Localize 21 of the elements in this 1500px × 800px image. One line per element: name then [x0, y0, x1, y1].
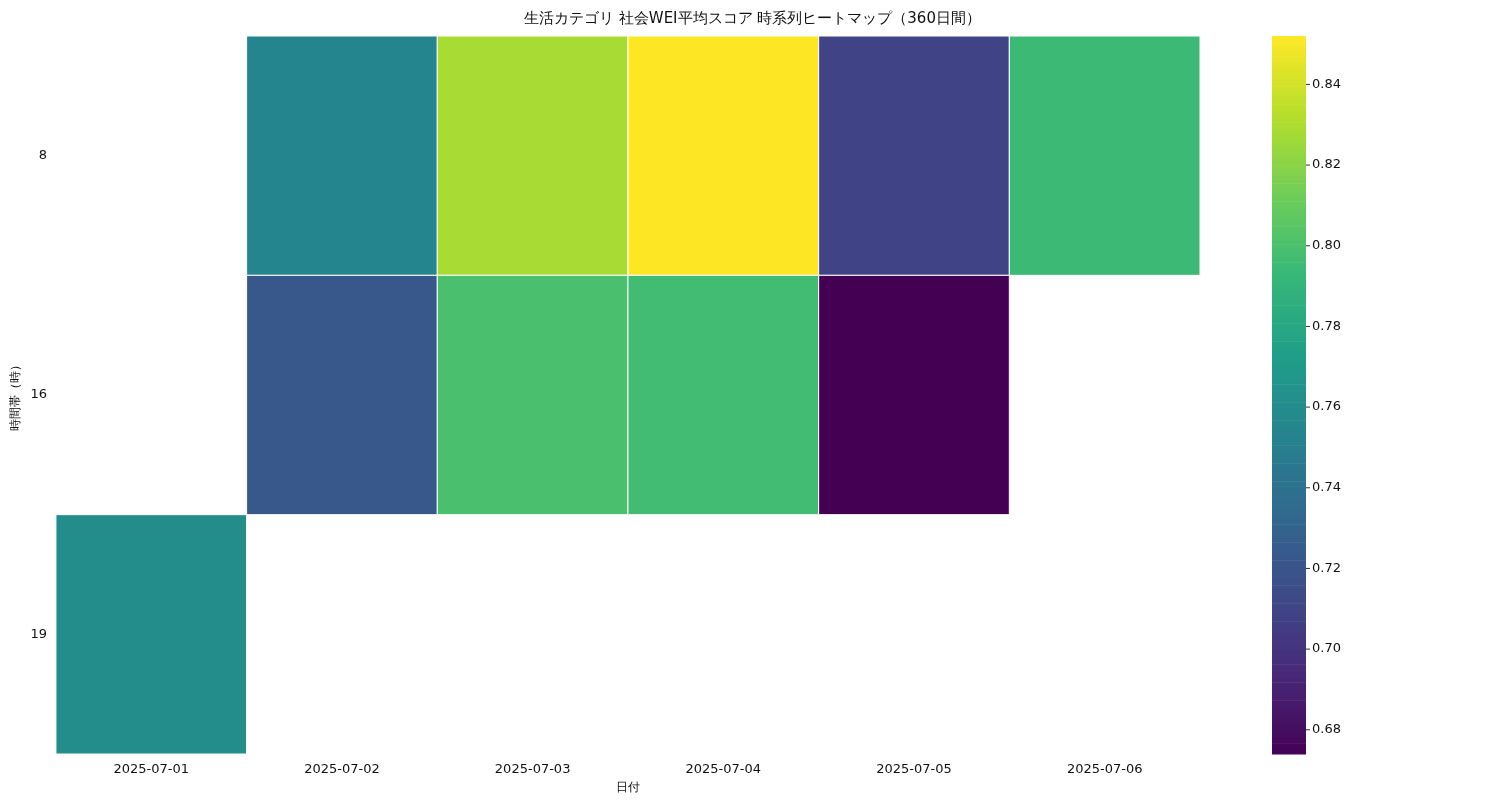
x-tick-label: 2025-07-06 [1066, 761, 1143, 777]
y-tick-label: 8 [38, 147, 47, 163]
x-tick-label: 2025-07-04 [685, 761, 762, 777]
color-bar-label: 0.84 [1312, 75, 1341, 91]
y-tick-label: 19 [30, 625, 47, 641]
x-tick-label: 2025-07-03 [494, 761, 571, 777]
color-bar-label: 0.68 [1312, 721, 1341, 737]
color-bar-label: 0.70 [1312, 640, 1341, 656]
y-tick-label: 16 [30, 386, 47, 402]
x-tick-label: 2025-07-01 [113, 761, 190, 777]
color-bar-label: 0.80 [1312, 237, 1341, 253]
x-tick-label: 2025-07-05 [876, 761, 952, 777]
color-bar-label: 0.78 [1312, 317, 1341, 333]
color-bar-label: 0.74 [1312, 479, 1341, 495]
color-bar-label: 0.72 [1312, 559, 1341, 575]
chart-title: 生活カテゴリ 社会WEI平均スコア 時系列ヒートマップ（360日間） [524, 8, 981, 27]
color-bar-label: 0.82 [1312, 156, 1341, 172]
color-bar-label: 0.76 [1312, 398, 1341, 414]
y-axis-title: 時間帯（時） [8, 359, 23, 431]
x-tick-label: 2025-07-02 [304, 761, 380, 777]
x-axis-title: 日付 [615, 779, 640, 794]
